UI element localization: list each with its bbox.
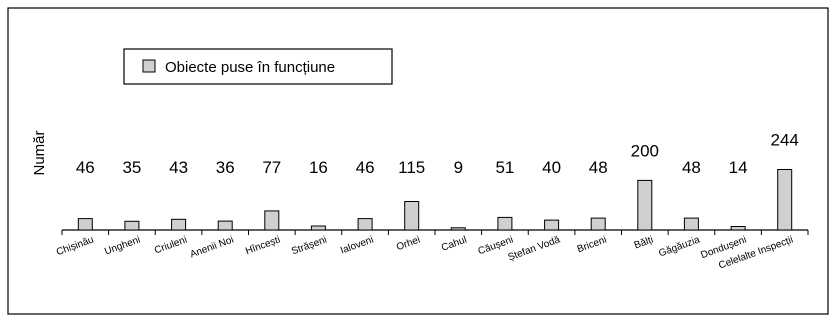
- data-label: 46: [356, 158, 375, 177]
- data-label: 16: [309, 158, 328, 177]
- bar: [777, 169, 793, 231]
- bar: [637, 179, 653, 231]
- y-axis-label: Număr: [31, 130, 48, 175]
- data-label: 200: [631, 141, 659, 160]
- bar: [264, 210, 280, 231]
- data-label: 9: [454, 158, 463, 177]
- bar: [590, 217, 606, 231]
- bar: [404, 201, 420, 231]
- bar: [497, 216, 513, 231]
- bar: [77, 218, 93, 231]
- bar: [544, 219, 560, 231]
- legend: Obiecte puse în funcțiune: [123, 48, 393, 85]
- data-label: 77: [262, 158, 281, 177]
- data-label: 46: [76, 158, 95, 177]
- data-label: 244: [771, 131, 799, 150]
- data-label: 48: [682, 158, 701, 177]
- data-label: 40: [542, 158, 561, 177]
- data-label: 48: [589, 158, 608, 177]
- data-label: 36: [216, 158, 235, 177]
- bar: [357, 218, 373, 231]
- bar: [124, 220, 140, 231]
- data-label: 35: [122, 158, 141, 177]
- legend-swatch: [142, 59, 156, 73]
- data-label: 14: [729, 158, 748, 177]
- bar: [171, 218, 187, 231]
- bar: [683, 217, 699, 231]
- bar: [730, 226, 746, 231]
- legend-box: [123, 48, 393, 85]
- bar: [450, 227, 466, 231]
- bar: [217, 220, 233, 231]
- legend-entry-label: Obiecte puse în funcțiune: [165, 59, 335, 76]
- bar: [310, 225, 326, 231]
- data-label: 43: [169, 158, 188, 177]
- data-label: 115: [398, 158, 425, 177]
- data-label: 51: [495, 158, 514, 177]
